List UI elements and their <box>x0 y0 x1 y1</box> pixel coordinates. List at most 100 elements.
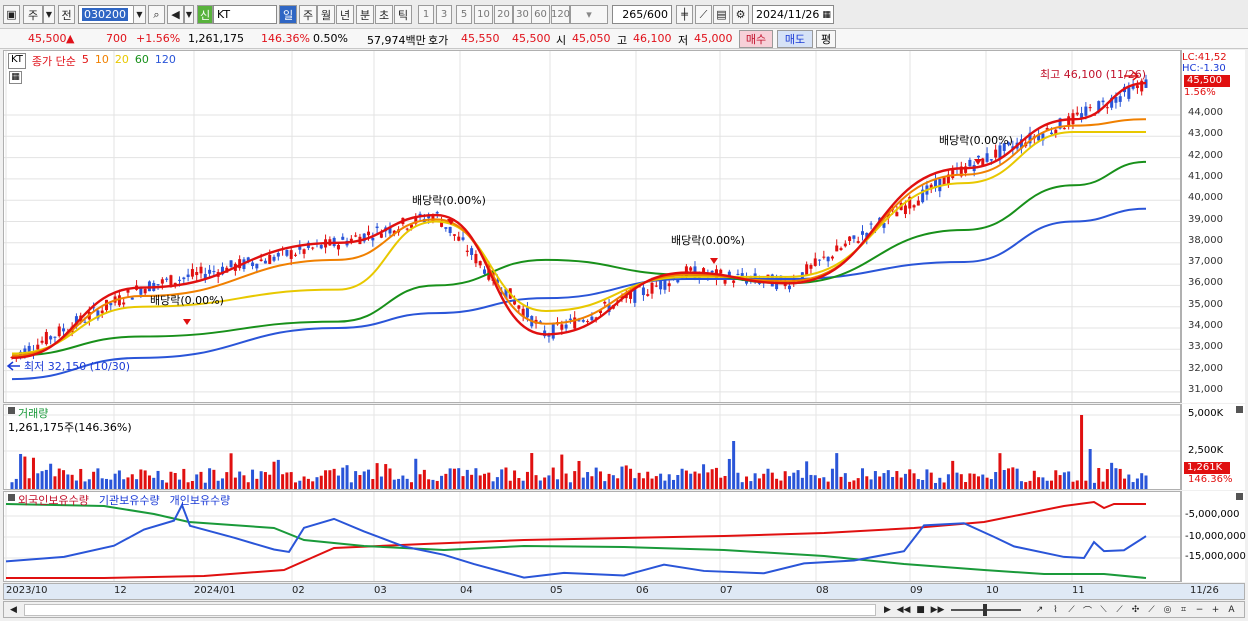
period-tab-0[interactable]: 일 <box>279 5 297 24</box>
candle-body <box>126 289 130 293</box>
gear-icon[interactable]: ⚙ <box>732 5 749 24</box>
window-icon[interactable]: ▣ <box>3 5 20 24</box>
search-icon[interactable]: ⌕ <box>148 5 165 24</box>
price-y-label-7: 37,000 <box>1188 256 1223 268</box>
new-badge[interactable]: 신 <box>197 5 213 24</box>
average-button[interactable]: 평 <box>816 30 836 48</box>
holding-close-icon[interactable] <box>1236 493 1243 500</box>
volume-bar <box>590 476 594 489</box>
tool-icon-6[interactable]: ⟋ <box>1116 605 1123 615</box>
speaker-dropdown-icon[interactable]: ▼ <box>184 5 194 24</box>
tool-icon-4[interactable]: ⌒ <box>1082 606 1092 617</box>
speaker-icon[interactable]: ◀ <box>167 5 184 24</box>
table-icon[interactable]: ▦ <box>9 71 22 84</box>
calendar-icon[interactable]: ▦ <box>822 9 831 20</box>
volume-bar <box>143 470 147 489</box>
volume-bar <box>40 471 44 489</box>
period-tab-2[interactable]: 월 <box>317 5 335 24</box>
period-tab-1[interactable]: 주 <box>299 5 317 24</box>
tool-icon-1[interactable]: ↗ <box>1035 605 1044 615</box>
interval-button-5[interactable]: 30 <box>513 5 532 24</box>
volume-scale[interactable]: 5,000K 2,500K 1,261K 146.36% <box>1181 404 1245 490</box>
bid-price: 45,500 <box>512 32 551 45</box>
zoom-slider-handle[interactable] <box>983 604 987 616</box>
tool-icon-3[interactable]: ⟋ <box>1068 605 1075 615</box>
volume-close-icon[interactable] <box>1236 406 1243 413</box>
period-tab-3[interactable]: 년 <box>336 5 354 24</box>
interval-button-7[interactable]: 120 <box>551 5 570 24</box>
volume-bar <box>379 476 383 489</box>
candle-body <box>27 345 31 354</box>
holding-panel-icon[interactable] <box>8 494 15 501</box>
volume-bar <box>740 482 744 489</box>
candle-body <box>976 155 980 158</box>
fast-forward-icon[interactable]: ▶▶ <box>930 605 945 615</box>
count-field[interactable]: 265/600 <box>612 5 672 24</box>
rewind-icon[interactable]: ◀◀ <box>896 605 911 615</box>
chart-scrollbar[interactable]: ◀ ▶ ◀◀ ■ ▶▶ ↗ ⌇ ⟋ ⌒ ⟍ ⟋ ✣ ⟋ ◎ ⌗ − + A <box>3 601 1245 618</box>
prev-button[interactable]: 전 <box>58 5 75 24</box>
volume-panel-icon[interactable] <box>8 407 15 414</box>
tool-icon-8[interactable]: ⟋ <box>1148 605 1155 615</box>
hold-y-label-2: -15,000,000 <box>1185 551 1246 562</box>
code-dropdown-icon[interactable]: ▼ <box>133 5 146 24</box>
stock-code-input[interactable]: 030200 <box>78 5 134 24</box>
font-size-icon[interactable]: A <box>1228 605 1235 615</box>
holding-scale[interactable]: -5,000,000 -10,000,000 -15,000,000 <box>1181 491 1246 582</box>
market-select[interactable]: 주 <box>23 5 43 24</box>
tool-icon-9[interactable]: ◎ <box>1163 605 1172 615</box>
volume-tag: 1,261K <box>1184 462 1230 474</box>
stop-icon[interactable]: ■ <box>916 605 925 615</box>
scroll-track[interactable] <box>24 604 876 616</box>
candle-icon[interactable]: ╪ <box>676 5 693 24</box>
period-tab-6[interactable]: 틱 <box>394 5 412 24</box>
volume-bar <box>568 482 572 489</box>
candle-body <box>178 279 182 281</box>
buy-button[interactable]: 매수 <box>739 30 773 48</box>
volume-bar <box>1071 481 1075 489</box>
dividend-label-4: 배당락(0.00%) <box>939 134 1013 147</box>
volume-bar <box>242 475 246 489</box>
tool-icon-5[interactable]: ⟍ <box>1100 605 1107 615</box>
price-scale[interactable]: LC:41,52 HC:-1.30 45,500 1.56% 44,000 43,… <box>1181 50 1245 403</box>
volume-bar <box>912 473 916 489</box>
volume-bar <box>976 476 980 489</box>
holding-panel[interactable]: 외국인보유수량 기관보유수량 개인보유수량 <box>3 491 1181 582</box>
candle-body <box>117 295 121 306</box>
date-field[interactable]: 2024/11/26 ▦ <box>752 5 834 24</box>
candle-body <box>203 273 207 280</box>
volume-panel[interactable]: 거래량 1,261,175주(146.36%) <box>3 404 1181 490</box>
tool-icon-2[interactable]: ⌇ <box>1053 605 1058 615</box>
save-icon[interactable]: ▤ <box>713 5 730 24</box>
interval-button-6[interactable]: 60 <box>531 5 550 24</box>
volume-bar <box>504 467 508 489</box>
candle-body <box>848 236 852 241</box>
zoom-out-icon[interactable]: − <box>1195 605 1204 615</box>
ma-line-5 <box>11 81 1147 360</box>
price-panel[interactable]: KT 종가 단순 5 10 20 60 120 ▦ 최고 46,100 (11/26) … <box>3 50 1181 403</box>
market-dropdown-icon[interactable]: ▼ <box>43 5 55 24</box>
draw-icon[interactable]: ⟋ <box>695 5 712 24</box>
sell-button[interactable]: 매도 <box>777 30 813 48</box>
interval-button-0[interactable]: 1 <box>418 5 434 24</box>
volume-bar <box>517 478 521 489</box>
legend-code[interactable]: KT <box>8 53 26 69</box>
volume-bar <box>538 480 542 489</box>
scroll-left-icon[interactable]: ◀ <box>10 605 17 615</box>
interval-button-4[interactable]: 20 <box>494 5 513 24</box>
ma-line-120 <box>11 207 1147 381</box>
interval-button-2[interactable]: 5 <box>456 5 472 24</box>
volume-bar <box>1123 478 1127 489</box>
zoom-in-icon[interactable]: + <box>1211 605 1220 615</box>
volume-bar <box>981 474 985 489</box>
period-tab-5[interactable]: 초 <box>375 5 393 24</box>
tool-icon-7[interactable]: ✣ <box>1131 605 1140 615</box>
x-axis-label-8: 07 <box>720 585 733 596</box>
interval-button-1[interactable]: 3 <box>436 5 452 24</box>
scroll-right-icon[interactable]: ▶ <box>884 605 891 615</box>
interval-input[interactable]: ▾ <box>570 5 608 24</box>
interval-button-3[interactable]: 10 <box>474 5 493 24</box>
candle-body <box>199 266 203 274</box>
tool-icon-10[interactable]: ⌗ <box>1180 605 1187 615</box>
period-tab-4[interactable]: 분 <box>356 5 374 24</box>
